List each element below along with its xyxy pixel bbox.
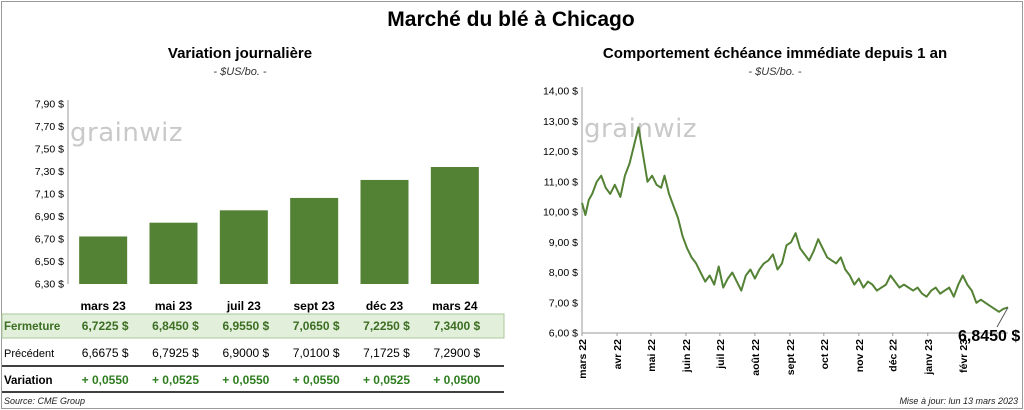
right-x-tick-label: déc 22 — [888, 339, 900, 372]
last-price-label: 6,8450 $ — [958, 328, 1021, 345]
table-cell: 7,0100 $ — [293, 346, 340, 360]
right-y-tick-label: 11,00 $ — [544, 176, 578, 188]
table-cell: + 0,0525 — [152, 373, 199, 387]
bar — [79, 236, 128, 284]
x-category-label: mars 23 — [80, 299, 126, 313]
right-x-tick-label: mai 22 — [646, 339, 658, 372]
right-chart-subtitle: - $US/bo. - — [748, 66, 802, 78]
price-line — [581, 126, 1009, 313]
table-cell: 6,6675 $ — [82, 346, 129, 360]
table-row-label: Fermeture — [4, 321, 60, 333]
table-cell: 7,2250 $ — [363, 319, 410, 333]
table-cell: 7,2900 $ — [433, 346, 480, 360]
right-x-tick-label: août 22 — [750, 339, 762, 376]
table-row-highlight — [1, 313, 505, 339]
bar — [430, 167, 479, 284]
table-cell: + 0,0550 — [82, 373, 129, 387]
x-category-label: mai 23 — [155, 299, 193, 313]
table-cell: 6,7925 $ — [152, 346, 199, 360]
right-y-tick-label: 14,00 $ — [543, 86, 578, 98]
table-cell: + 0,0500 — [433, 373, 480, 387]
table-cell: 7,1725 $ — [363, 346, 410, 360]
left-bars: mars 23 mai 23 juil 23 sept 23 déc 23 mars 24 — [79, 167, 479, 313]
table-cell: + 0,0525 — [363, 373, 410, 387]
right-x-tick-label: févr 23 — [958, 339, 970, 373]
bar — [219, 210, 268, 284]
table-cell: + 0,0550 — [222, 373, 269, 387]
left-price-table: Fermeture 6,7225 $ 6,8450 $ 6,9550 $ 7,0650 … — [1, 313, 505, 393]
table-cell: + 0,0550 — [293, 373, 340, 387]
bar — [149, 222, 198, 284]
right-y-tick-label: 7,00 $ — [549, 297, 578, 309]
right-x-tick-label: sept 22 — [785, 339, 797, 375]
table-cell: 7,0650 $ — [293, 319, 340, 333]
right-y-tick-label: 13,00 $ — [543, 116, 578, 128]
source-note: Source: CME Group — [4, 396, 86, 406]
left-chart-title: Variation journalière — [167, 45, 313, 62]
right-y-tick-label: 9,00 $ — [549, 237, 578, 249]
right-x-tick-label: nov 22 — [854, 339, 866, 372]
right-x-tick-label: mars 22 — [577, 339, 589, 379]
bar — [360, 179, 409, 284]
right-y-tick-label: 12,00 $ — [543, 146, 578, 158]
left-y-tick-label: 7,90 $ — [35, 99, 64, 111]
main-title: Marché du blé à Chicago — [387, 8, 635, 31]
last-price-leader — [996, 307, 1009, 328]
x-category-label: juil 23 — [226, 299, 261, 313]
table-cell: 6,9000 $ — [222, 346, 269, 360]
right-y-axis: 14,00 $ 13,00 $ 12,00 $ 11,00 $ 10,00 $ 9,00 … — [543, 86, 1008, 379]
left-y-tick-label: 7,70 $ — [35, 121, 64, 133]
left-y-tick-label: 6,50 $ — [35, 256, 64, 268]
left-y-tick-label: 6,30 $ — [35, 279, 64, 291]
right-y-tick-label: 8,00 $ — [549, 267, 578, 279]
right-x-tick-label: oct 22 — [819, 339, 831, 370]
left-y-tick-label: 7,10 $ — [35, 189, 64, 201]
right-x-tick-label: janv 23 — [923, 339, 935, 376]
left-y-tick-label: 7,50 $ — [35, 144, 64, 156]
x-category-label: déc 23 — [366, 299, 404, 313]
table-cell: 6,7225 $ — [82, 319, 129, 333]
right-y-tick-label: 6,00 $ — [549, 328, 578, 340]
bar — [290, 197, 339, 284]
left-y-tick-label: 7,30 $ — [35, 166, 64, 178]
update-note: Mise à jour: lun 13 mars 2023 — [899, 396, 1018, 406]
left-chart-subtitle: - $US/bo. - — [213, 66, 267, 78]
right-x-tick-label: juil 22 — [715, 339, 727, 370]
right-chart-title: Comportement échéance immédiate depuis 1… — [602, 45, 948, 62]
right-x-tick-label: juin 22 — [681, 339, 693, 373]
right-y-tick-label: 10,00 $ — [543, 207, 578, 219]
grainwiz-logo-left: grainwiz — [70, 118, 183, 148]
left-y-tick-label: 6,90 $ — [35, 211, 64, 223]
table-cell: 6,9550 $ — [222, 319, 269, 333]
table-row-label: Précédent — [4, 348, 54, 360]
table-cell: 6,8450 $ — [152, 319, 199, 333]
right-x-tick-label: avr 22 — [612, 339, 624, 370]
right-line-series — [581, 126, 1009, 328]
x-category-label: sept 23 — [293, 299, 335, 313]
table-cell: 7,3400 $ — [433, 319, 480, 333]
x-category-label: mars 24 — [432, 299, 478, 313]
table-row-label: Variation — [4, 375, 53, 387]
left-y-tick-label: 6,70 $ — [35, 234, 64, 246]
left-y-axis: 7,90 $ 7,70 $ 7,50 $ 7,30 $ 7,10 $ 6,90 $ 6,70… — [35, 99, 69, 291]
